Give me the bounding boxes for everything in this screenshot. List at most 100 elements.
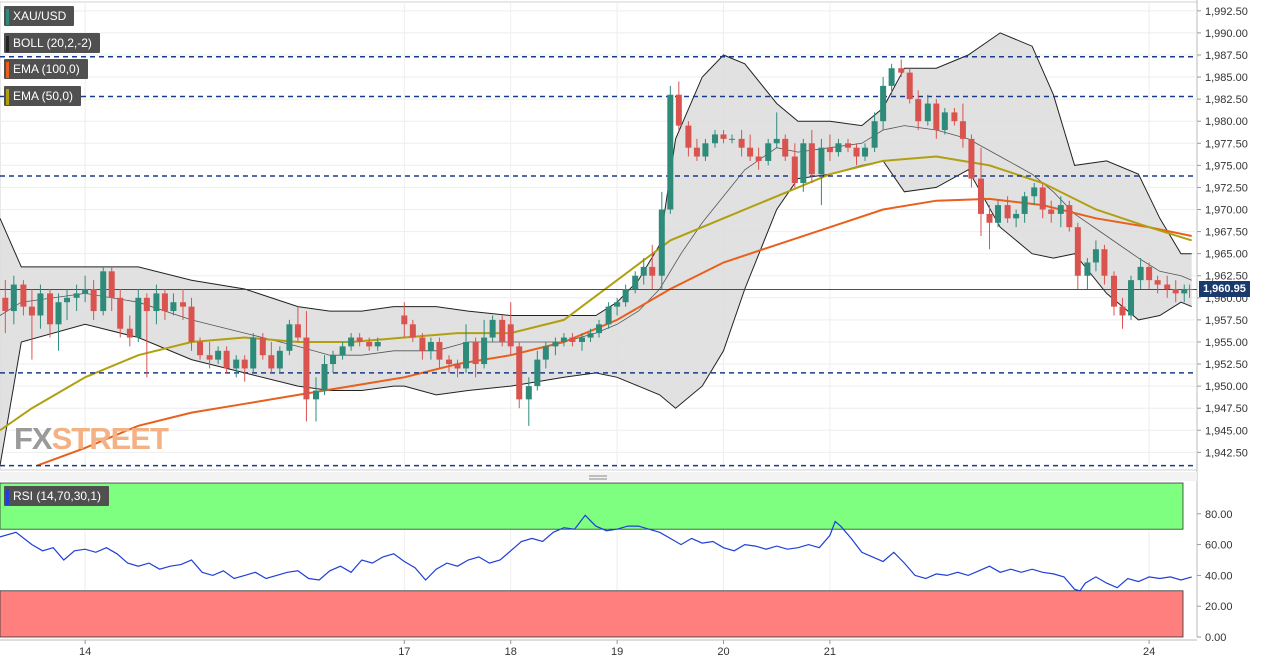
candle — [959, 103, 966, 148]
price-tick-label: 1,977.50 — [1205, 138, 1248, 150]
candle — [596, 319, 603, 338]
candle-body — [10, 284, 17, 312]
price-tick-label: 1,982.50 — [1205, 94, 1248, 106]
candle-body — [153, 293, 160, 312]
rsi-tick-label: 20.00 — [1205, 601, 1233, 613]
candle-body — [649, 266, 656, 276]
candle — [1164, 275, 1171, 298]
legend-ema50[interactable]: EMA (50,0) — [4, 86, 82, 106]
candle-body — [995, 205, 1002, 223]
candle-body — [1181, 288, 1188, 294]
price-tick-label: 1,992.50 — [1205, 6, 1248, 18]
date-tick-label: 17 — [398, 646, 410, 658]
last-price-badge: 1,960.95 — [1199, 281, 1250, 298]
candle — [871, 112, 878, 153]
candle-body — [472, 341, 479, 365]
candle — [516, 341, 523, 409]
candle-body — [808, 143, 815, 175]
candle-body — [818, 147, 825, 175]
date-tick-label: 20 — [717, 646, 729, 658]
candle — [835, 138, 842, 157]
candle — [321, 355, 328, 395]
candle-body — [170, 302, 177, 312]
candle-body — [1066, 205, 1073, 228]
candle — [862, 143, 869, 161]
candle-body — [55, 302, 62, 325]
candle-body — [82, 288, 89, 294]
candle-body — [47, 293, 54, 325]
candle — [951, 107, 958, 126]
candle-body — [436, 341, 443, 360]
legend-boll-text: BOLL (20,2,-2) — [13, 36, 92, 50]
logo-street: STREET — [51, 421, 169, 456]
candle-body — [330, 355, 337, 365]
candle — [374, 337, 381, 351]
candle-body — [28, 306, 35, 316]
candle — [808, 130, 815, 184]
price-tick-label: 1,942.50 — [1205, 447, 1248, 459]
price-tick-label: 1,980.00 — [1205, 116, 1248, 128]
candle-body — [888, 68, 895, 86]
candle — [446, 355, 453, 373]
price-tick-label: 1,955.00 — [1205, 337, 1248, 349]
candle — [1057, 196, 1064, 228]
candle-body — [729, 138, 736, 140]
boll-swatch — [6, 35, 9, 52]
candle — [853, 143, 860, 166]
legend-rsi[interactable]: RSI (14,70,30,1) — [4, 486, 110, 506]
legend-ema100[interactable]: EMA (100,0) — [4, 59, 88, 79]
candle-body — [37, 293, 44, 316]
candle-body — [356, 337, 363, 342]
candle — [1154, 275, 1161, 294]
candle-body — [1119, 306, 1126, 316]
candle-body — [1172, 288, 1179, 294]
candle — [463, 324, 470, 373]
candle-body — [499, 319, 506, 342]
candle — [47, 288, 54, 338]
candle-body — [419, 337, 426, 351]
candle-body — [632, 275, 639, 289]
candle-body — [560, 337, 567, 342]
legend-symbol-text: XAU/USD — [13, 9, 67, 23]
rsi-tick-label: 0.00 — [1205, 632, 1226, 644]
candle — [632, 271, 639, 294]
candle — [675, 81, 682, 131]
candle-body — [640, 266, 647, 276]
legend-symbol[interactable]: XAU/USD — [4, 6, 75, 26]
candle-body — [835, 143, 842, 153]
candle — [82, 275, 89, 303]
candle-body — [693, 147, 700, 157]
candle — [1074, 222, 1081, 289]
legend-boll[interactable]: BOLL (20,2,-2) — [4, 33, 100, 53]
candle — [1031, 183, 1038, 206]
candle-body — [1031, 187, 1038, 197]
candle — [941, 107, 948, 135]
candle — [1092, 240, 1099, 272]
rsi-oversold-zone — [0, 590, 1184, 638]
candle — [330, 350, 337, 373]
candle — [560, 333, 567, 347]
candle — [223, 346, 230, 373]
candle — [356, 333, 363, 347]
candle-body — [126, 328, 133, 338]
candle-body — [321, 364, 328, 391]
ema50-line — [0, 155, 1192, 432]
candle-body — [667, 94, 674, 210]
candle — [499, 315, 506, 347]
candle-body — [853, 147, 860, 157]
candle — [978, 147, 985, 236]
candle-body — [534, 359, 541, 387]
candle — [1146, 262, 1153, 289]
candle-body — [1004, 205, 1011, 219]
candle — [1119, 297, 1126, 329]
logo-fx: FX — [14, 421, 53, 456]
candle-body — [747, 147, 754, 157]
candle-body — [259, 337, 266, 356]
candle — [1111, 271, 1118, 316]
bollinger-band-fill — [0, 32, 1192, 466]
candle — [2, 280, 9, 334]
candle — [170, 293, 177, 316]
candle-body — [241, 359, 248, 369]
candle — [1137, 258, 1144, 289]
candle — [286, 319, 293, 356]
